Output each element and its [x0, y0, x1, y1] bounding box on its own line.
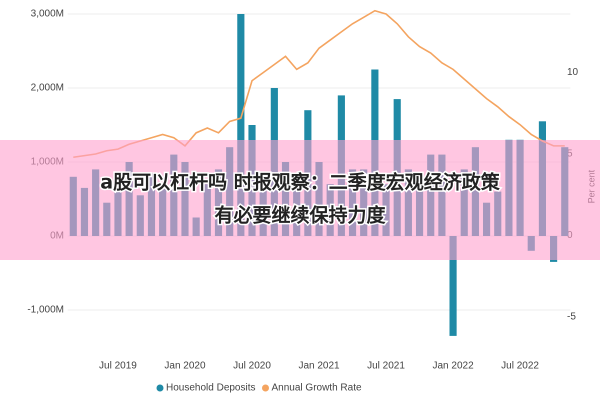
y2-tick-label: -5 — [567, 311, 576, 322]
legend-marker — [156, 384, 164, 392]
x-tick-label: Jan 2022 — [432, 361, 474, 372]
x-tick-label: Jul 2020 — [233, 361, 271, 372]
legend-label: Annual Growth Rate — [272, 383, 362, 394]
x-tick-label: Jan 2021 — [298, 361, 340, 372]
x-tick-label: Jan 2020 — [164, 361, 206, 372]
y-tick-label: -1,000M — [27, 305, 64, 316]
legend-marker — [262, 384, 269, 392]
line — [73, 9, 565, 159]
bar — [449, 236, 457, 336]
bar — [237, 14, 245, 236]
overlay-text: 有必要继续保持力度 — [214, 204, 386, 227]
x-tick-label: Jul 2022 — [501, 361, 539, 372]
y2-tick-label: 10 — [567, 67, 579, 78]
overlay-text: a股可以杠杆吗 时报观察：二季度宏观经济政策 — [100, 171, 500, 194]
x-tick-label: Jul 2019 — [99, 361, 137, 372]
legend-label: Household Deposits — [166, 383, 256, 394]
y-tick-label: 2,000M — [31, 83, 64, 94]
overlay-banner — [0, 140, 600, 260]
y-tick-label: 3,000M — [31, 9, 64, 20]
x-tick-label: Jul 2021 — [367, 361, 405, 372]
